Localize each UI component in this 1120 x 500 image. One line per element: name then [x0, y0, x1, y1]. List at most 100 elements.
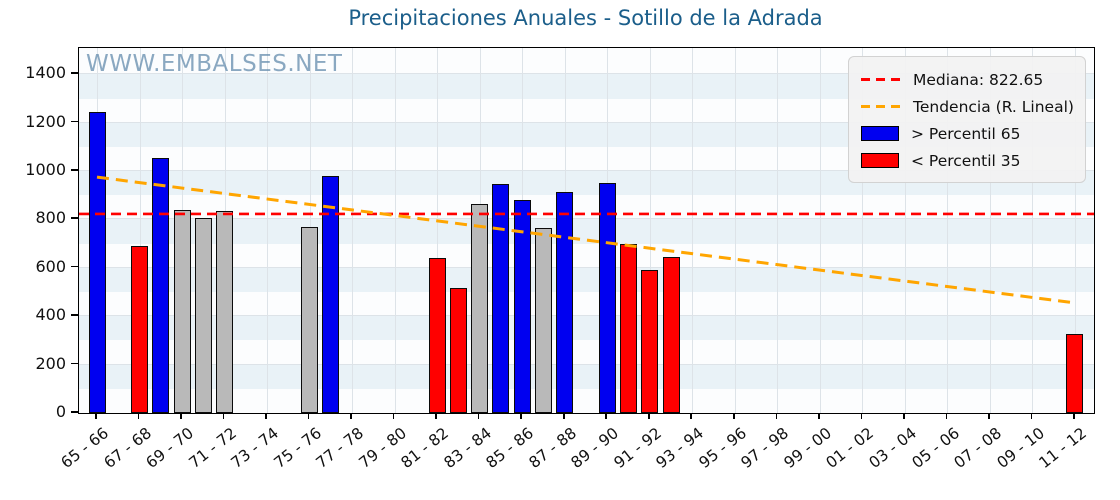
bar-70-71 [194, 218, 212, 413]
y-tick-label: 1000 [25, 160, 66, 180]
legend: Mediana: 822.65 Tendencia (R. Lineal) > … [848, 56, 1086, 183]
bar-11-12 [1066, 334, 1084, 413]
x-tick-mark [945, 413, 948, 419]
bar-81-82 [428, 258, 446, 413]
background-band [79, 316, 1094, 341]
x-tick-label: 97 - 98 [738, 424, 793, 472]
x-tick-mark [265, 413, 267, 419]
bar-75-76 [301, 226, 319, 413]
x-tick-mark [775, 413, 778, 419]
bar-90-91 [620, 244, 637, 413]
bar-71-72 [216, 211, 234, 413]
x-tick-label: 87 - 88 [525, 424, 580, 472]
high-percentile-swatch [861, 126, 899, 141]
bar-69-70 [173, 209, 191, 413]
v-gridline [692, 48, 694, 413]
v-gridline [1074, 48, 1076, 413]
legend-low-label: < Percentil 35 [911, 151, 1021, 170]
x-tick-mark [903, 413, 905, 419]
x-tick-mark [988, 413, 990, 419]
bar-91-92 [641, 270, 659, 413]
x-tick-mark [95, 413, 97, 419]
v-gridline [267, 48, 269, 413]
x-tick-label: 71 - 72 [185, 424, 240, 472]
legend-median-label: Mediana: 822.65 [913, 70, 1044, 89]
y-tick-mark [71, 169, 78, 171]
x-tick-mark [350, 413, 352, 419]
h-gridline [79, 315, 1094, 317]
legend-row-low: < Percentil 35 [861, 147, 1075, 174]
x-tick-mark [435, 413, 437, 419]
h-gridline [79, 73, 1094, 75]
y-tick-mark [71, 411, 78, 413]
bar-83-84 [471, 203, 489, 413]
y-tick-mark [71, 120, 78, 123]
y-tick-mark [71, 314, 78, 316]
x-tick-label: 81 - 82 [397, 424, 453, 472]
x-tick-mark [477, 413, 480, 419]
y-tick-label: 800 [35, 208, 66, 228]
v-gridline [394, 48, 396, 413]
y-tick-label: 600 [35, 256, 66, 276]
bar-76-77 [322, 175, 340, 413]
x-tick-mark [605, 413, 608, 419]
low-percentile-swatch [861, 153, 899, 168]
bar-68-69 [152, 157, 170, 413]
x-tick-mark [307, 413, 310, 419]
x-tick-mark [520, 413, 522, 419]
x-tick-mark [180, 413, 182, 419]
x-tick-label: 85 - 86 [482, 424, 538, 472]
x-tick-label: 79 - 80 [355, 424, 410, 472]
h-gridline [79, 121, 1094, 123]
legend-high-label: > Percentil 65 [911, 124, 1021, 143]
y-tick-mark [71, 217, 78, 220]
x-tick-label: 75 - 76 [270, 424, 325, 472]
x-tick-mark [222, 413, 225, 419]
bar-67-68 [131, 246, 149, 413]
y-tick-label: 400 [35, 305, 66, 325]
x-tick-label: 99 - 00 [780, 424, 835, 472]
y-tick-mark [71, 265, 78, 268]
bar-82-83 [449, 288, 467, 413]
background-band [79, 364, 1094, 389]
x-tick-label: 91 - 92 [610, 424, 665, 472]
x-tick-mark [818, 413, 820, 419]
y-tick-label: 200 [35, 353, 66, 373]
x-tick-mark [860, 413, 863, 419]
x-tick-mark [562, 413, 565, 419]
trend-line-sample [861, 105, 901, 108]
x-tick-mark [392, 413, 395, 419]
x-tick-label: 07 - 08 [950, 424, 1006, 472]
x-tick-mark [647, 413, 650, 419]
x-tick-label: 01 - 02 [823, 424, 878, 472]
legend-row-high: > Percentil 65 [861, 120, 1075, 147]
bar-85-86 [513, 200, 531, 413]
x-tick-mark [690, 413, 693, 419]
v-gridline [819, 48, 821, 413]
x-tick-label: 89 - 90 [567, 424, 623, 472]
h-gridline [79, 170, 1094, 172]
bar-89-90 [598, 183, 616, 413]
x-tick-label: 67 - 68 [100, 424, 155, 472]
x-tick-label: 03 - 04 [865, 424, 920, 472]
v-gridline [734, 48, 736, 413]
plot-area: WWW.EMBALSES.NET Mediana: 822.65 Tendenc… [78, 47, 1095, 414]
h-gridline [79, 363, 1094, 365]
median-line-sample [861, 78, 901, 81]
x-tick-label: 69 - 70 [142, 424, 198, 472]
y-tick-mark [71, 362, 78, 365]
v-gridline [777, 48, 779, 413]
x-tick-label: 95 - 96 [695, 424, 750, 472]
legend-row-trend: Tendencia (R. Lineal) [861, 93, 1075, 120]
x-tick-mark [733, 413, 735, 419]
y-tick-label: 0 [55, 402, 66, 421]
x-tick-mark [137, 413, 140, 419]
legend-trend-label: Tendencia (R. Lineal) [913, 97, 1074, 116]
x-tick-label: 93 - 94 [653, 424, 708, 472]
x-tick-label: 77 - 78 [312, 424, 368, 472]
y-tick-mark [71, 72, 78, 74]
bar-86-87 [534, 227, 552, 413]
bar-87-88 [556, 191, 574, 413]
chart-title: Precipitaciones Anuales - Sotillo de la … [348, 6, 823, 30]
